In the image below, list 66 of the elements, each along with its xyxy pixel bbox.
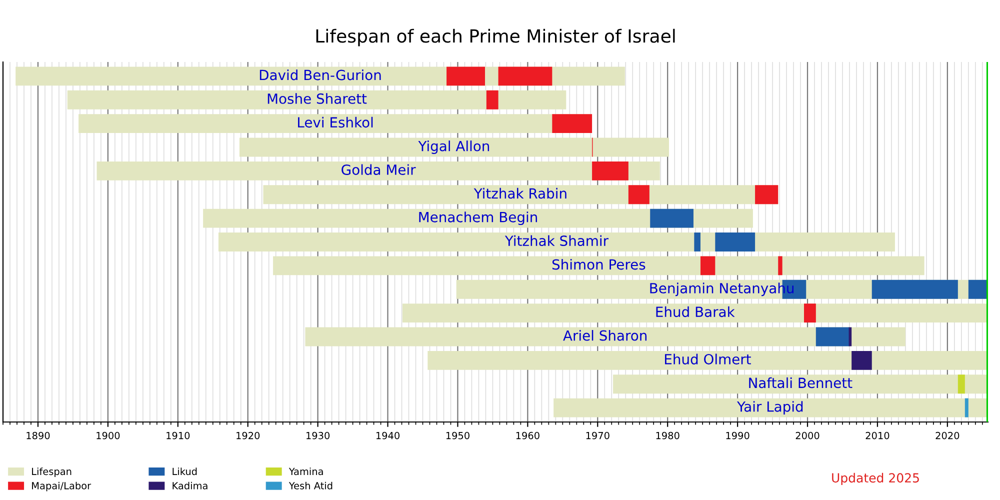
legend-label: Yesh Atid — [288, 482, 332, 490]
y-tick-label: David Ben-Gurion — [260, 69, 381, 80]
bar — [778, 256, 782, 276]
y-tick-label: Yigal Allon — [418, 140, 490, 154]
bar — [650, 208, 694, 228]
legend-label: Kadima — [172, 482, 208, 490]
bar — [554, 398, 988, 418]
x-tick-label: 1950 — [446, 432, 470, 440]
y-tick-label: Yair Lapid — [737, 401, 803, 415]
x-tick-label: 1910 — [166, 432, 190, 440]
bar — [486, 90, 498, 110]
y-tick-label: Yitzhak Shamir — [504, 235, 608, 246]
legend-label: Mapai/Labor — [32, 482, 92, 492]
bar — [715, 232, 756, 252]
bar — [203, 208, 753, 228]
text: Updated 2025 — [832, 472, 919, 485]
bar — [273, 256, 924, 276]
bar — [498, 66, 552, 86]
y-tick-label: Ariel Sharon — [563, 330, 647, 341]
bar — [428, 350, 988, 370]
bar — [694, 232, 700, 252]
bar — [804, 304, 816, 323]
y-tick-label: Menachem Begin — [419, 212, 537, 226]
bar — [592, 161, 628, 180]
x-tick-label: 2020 — [936, 432, 960, 440]
bar — [239, 138, 669, 157]
legend-label: Lifespan — [32, 468, 72, 477]
bar — [67, 90, 566, 110]
x-tick-label: 2000 — [796, 432, 820, 440]
bar — [402, 304, 988, 323]
x-tick-label: 1930 — [306, 432, 330, 440]
bar — [755, 185, 778, 204]
bar — [872, 280, 958, 299]
x-tick-label: 1890 — [26, 432, 50, 440]
bar — [218, 232, 895, 252]
bar — [96, 161, 660, 180]
x-tick-label: 1970 — [586, 432, 610, 440]
bar — [968, 280, 988, 299]
bar — [816, 327, 850, 346]
y-tick-label: Moshe Sharett — [268, 93, 367, 104]
bar — [628, 185, 650, 204]
x-tick-label: 1900 — [96, 432, 120, 440]
y-tick-label: Shimon Peres — [552, 258, 646, 270]
bar — [552, 114, 592, 134]
x-tick-label: 1990 — [726, 432, 750, 440]
bar — [305, 327, 906, 346]
y-tick-label: Levi Eshkol — [298, 116, 373, 128]
bar — [964, 398, 968, 418]
x-tick-label: 2010 — [866, 432, 890, 440]
x-tick-label: 1920 — [236, 432, 260, 440]
chart-title: Lifespan of each Prime Minister of Israel — [316, 28, 675, 46]
bar — [700, 256, 716, 276]
y-tick-label: Naftali Bennett — [749, 377, 852, 388]
legend-label: Likud — [172, 468, 197, 476]
y-tick-label: Golda Meir — [342, 164, 416, 175]
bar — [446, 66, 486, 86]
x-tick-label: 1980 — [656, 432, 680, 440]
x-tick-label: 1960 — [516, 432, 540, 440]
y-tick-label: Ehud Olmert — [665, 354, 751, 364]
bar — [852, 350, 872, 370]
bar — [613, 374, 988, 394]
legend-label: Yamina — [288, 468, 323, 476]
y-tick-label: Ehud Barak — [656, 306, 735, 318]
y-tick-label: Yitzhak Rabin — [474, 188, 566, 199]
x-tick-label: 1940 — [376, 432, 400, 440]
bar — [958, 374, 965, 394]
